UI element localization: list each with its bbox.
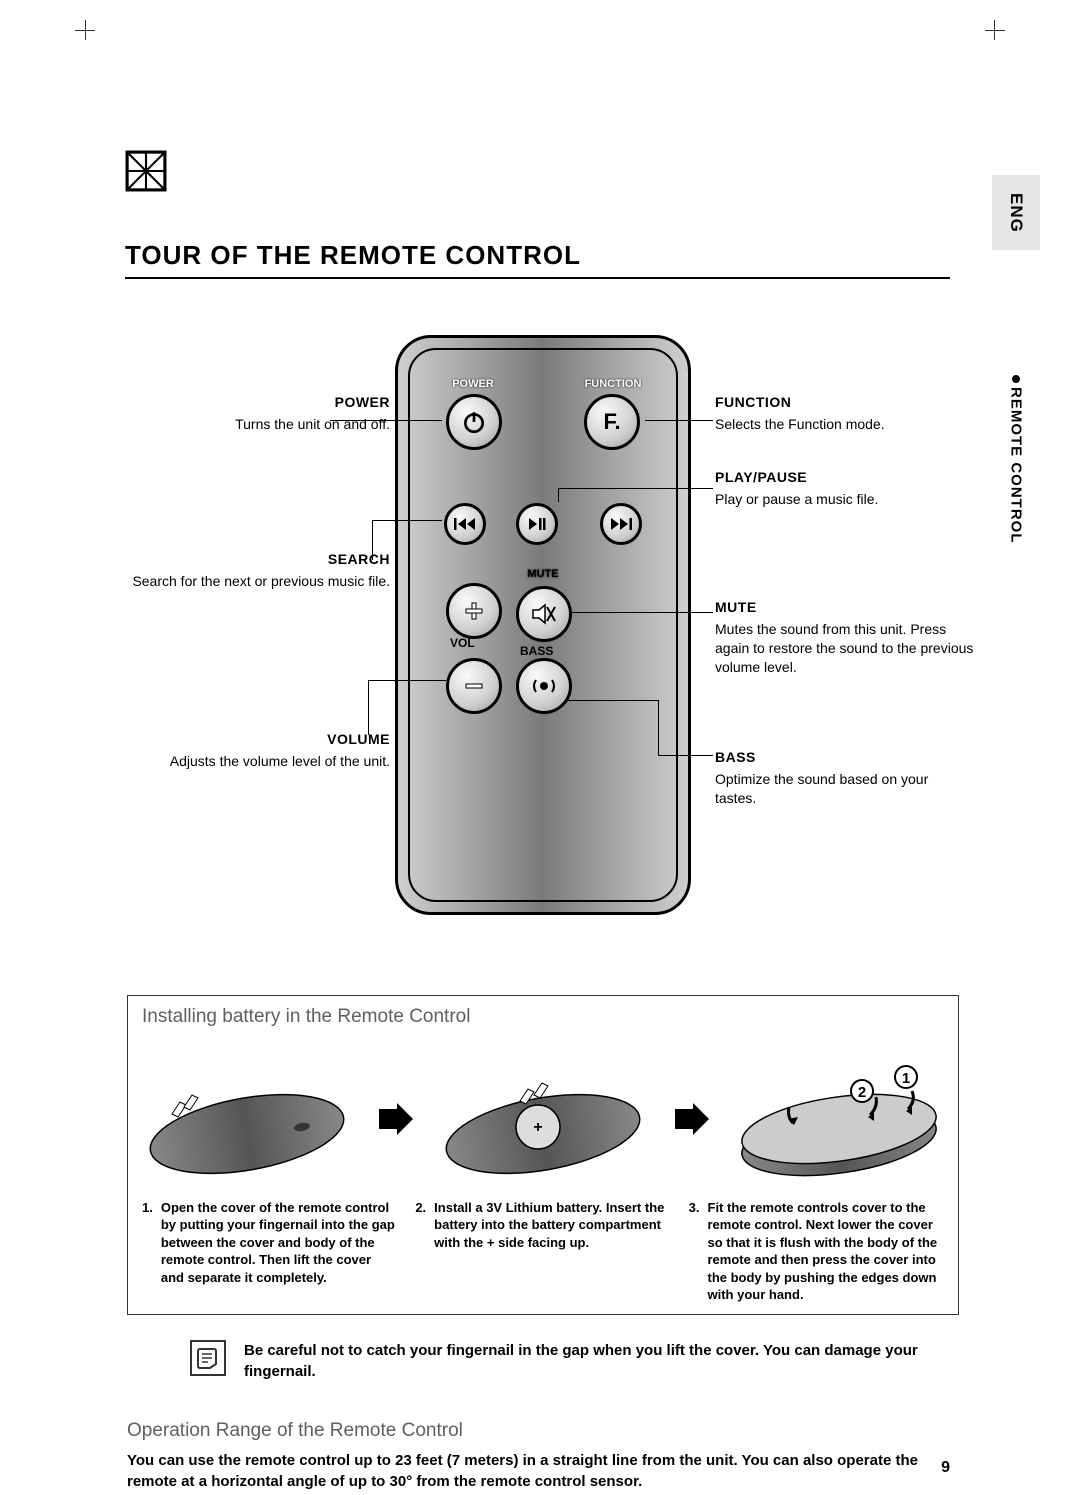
vol-down-button <box>446 658 502 714</box>
install-title: Installing battery in the Remote Control <box>142 1006 470 1028</box>
svg-text:+: + <box>533 1119 542 1136</box>
leader-line <box>368 680 369 735</box>
next-button <box>600 503 642 545</box>
note-row: Be careful not to catch your fingernail … <box>190 1340 950 1382</box>
step-number: 1. <box>142 1199 153 1304</box>
prev-icon <box>454 517 476 531</box>
range-text: You can use the remote control up to 23 … <box>127 1450 950 1492</box>
plus-icon <box>462 599 486 623</box>
callout-function: FUNCTION Selects the Function mode. <box>715 393 950 434</box>
callout-bass-text: Optimize the sound based on your tastes. <box>715 770 955 808</box>
callout-volume-text: Adjusts the volume level of the unit. <box>105 752 390 771</box>
install-images: + 1 2 <box>142 1044 944 1194</box>
mute-button-label: MUTE <box>518 568 568 580</box>
power-icon <box>461 409 487 435</box>
function-button-label: FUNCTION <box>578 378 648 390</box>
page-title: TOUR OF THE REMOTE CONTROL <box>125 240 950 271</box>
step-text: Open the cover of the remote control by … <box>161 1199 397 1304</box>
step-text: Install a 3V Lithium battery. Insert the… <box>434 1199 670 1304</box>
install-image-1 <box>142 1059 352 1179</box>
install-box: Installing battery in the Remote Control… <box>127 995 959 1315</box>
section-label: REMOTE CONTROL <box>1008 387 1025 544</box>
step-text: Fit the remote controls cover to the rem… <box>708 1199 944 1304</box>
leader-line <box>372 520 442 521</box>
leader-line <box>658 755 713 756</box>
callout-playpause-text: Play or pause a music file. <box>715 490 950 509</box>
svg-text:2: 2 <box>858 1084 866 1101</box>
note-text: Be careful not to catch your fingernail … <box>244 1340 950 1382</box>
remote-diagram: POWER FUNCTION F. VOL MUTE BASS <box>395 335 691 915</box>
mute-icon <box>531 603 557 625</box>
leader-line <box>645 420 713 421</box>
function-glyph: F. <box>603 409 620 435</box>
side-tab: ENG REMOTE CONTROL <box>992 175 1040 815</box>
install-image-3: 1 2 <box>734 1059 944 1179</box>
callout-search-title: SEARCH <box>125 550 390 569</box>
callout-search-text: Search for the next or previous music fi… <box>125 572 390 591</box>
power-button-label: POWER <box>438 378 508 390</box>
step-number: 3. <box>689 1199 700 1304</box>
section-tab: REMOTE CONTROL <box>992 375 1040 544</box>
callout-volume-title: VOLUME <box>105 730 390 749</box>
callout-power-text: Turns the unit on and off. <box>155 415 390 434</box>
bass-button <box>516 658 572 714</box>
leader-line <box>330 420 442 421</box>
crop-mark <box>75 30 95 31</box>
power-button <box>446 394 502 450</box>
callout-mute: MUTE Mutes the sound from this unit. Pre… <box>715 598 975 677</box>
minus-icon <box>462 674 486 698</box>
install-step: 2. Install a 3V Lithium battery. Insert … <box>415 1199 670 1304</box>
callout-mute-title: MUTE <box>715 598 975 617</box>
callout-bass-title: BASS <box>715 748 955 767</box>
arrow-icon <box>671 1099 711 1139</box>
page-title-row: TOUR OF THE REMOTE CONTROL <box>125 240 950 279</box>
lang-label: ENG <box>1006 193 1026 233</box>
bass-icon <box>530 676 558 696</box>
note-icon <box>190 1340 226 1376</box>
crop-mark <box>985 30 1005 31</box>
lang-tab: ENG <box>992 175 1040 250</box>
install-steps: 1. Open the cover of the remote control … <box>142 1199 944 1304</box>
play-pause-button <box>516 503 558 545</box>
install-step: 1. Open the cover of the remote control … <box>142 1199 397 1304</box>
callout-playpause: PLAY/PAUSE Play or pause a music file. <box>715 468 950 509</box>
callout-bass: BASS Optimize the sound based on your ta… <box>715 748 955 808</box>
next-icon <box>610 517 632 531</box>
callout-power-title: POWER <box>155 393 390 412</box>
bass-button-label: BASS <box>520 644 553 658</box>
callout-power: POWER Turns the unit on and off. <box>155 393 390 434</box>
leader-line <box>658 700 659 755</box>
leader-line <box>372 520 373 560</box>
install-image-2: + <box>438 1059 648 1179</box>
leader-line <box>558 488 559 502</box>
callout-mute-text: Mutes the sound from this unit. Press ag… <box>715 620 975 677</box>
range-title: Operation Range of the Remote Control <box>127 1420 463 1442</box>
callout-search: SEARCH Search for the next or previous m… <box>125 550 390 591</box>
arrow-icon <box>375 1099 415 1139</box>
chapter-icon <box>125 150 167 192</box>
callout-function-title: FUNCTION <box>715 393 950 412</box>
leader-line <box>368 680 446 681</box>
leader-line <box>568 700 658 701</box>
callout-function-text: Selects the Function mode. <box>715 415 950 434</box>
step-number: 2. <box>415 1199 426 1304</box>
bullet-icon <box>1012 375 1020 383</box>
play-pause-icon <box>527 517 547 531</box>
function-button: F. <box>584 394 640 450</box>
mute-button <box>516 586 572 642</box>
prev-button <box>444 503 486 545</box>
callout-volume: VOLUME Adjusts the volume level of the u… <box>105 730 390 771</box>
svg-text:1: 1 <box>902 1070 910 1087</box>
leader-line <box>570 612 713 613</box>
install-step: 3. Fit the remote controls cover to the … <box>689 1199 944 1304</box>
vol-up-button <box>446 583 502 639</box>
leader-line <box>558 488 713 489</box>
page-number: 9 <box>941 1459 950 1477</box>
callout-playpause-title: PLAY/PAUSE <box>715 468 950 487</box>
